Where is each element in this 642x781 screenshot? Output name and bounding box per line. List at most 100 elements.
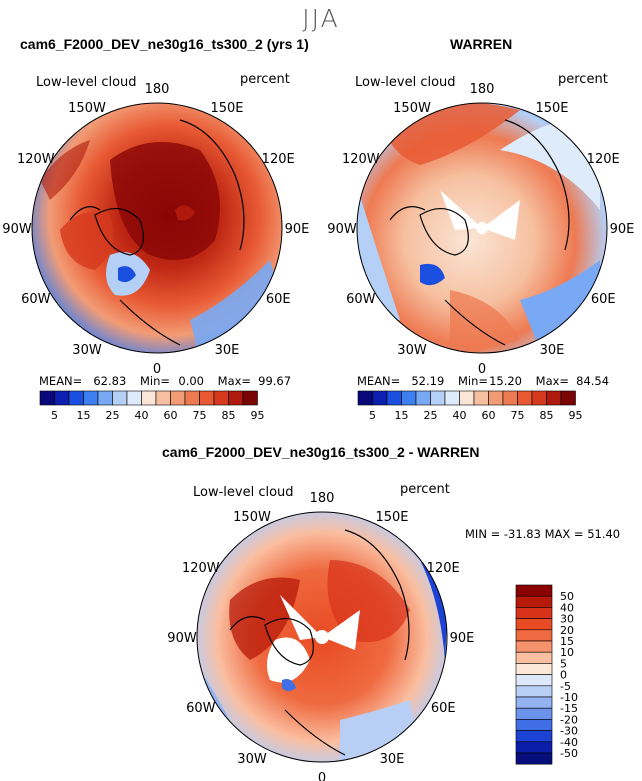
colorbar-swatch [515, 629, 553, 642]
map2-lon-label: 150W [393, 101, 431, 116]
map1-colorbar: 5 15 25 40 60 75 85 95 [39, 390, 265, 422]
map3-title: cam6_F2000_DEV_ne30g16_ts300_2 - WARREN [162, 444, 480, 460]
map3-lon-label: 180 [310, 491, 335, 506]
map2-title: WARREN [450, 36, 513, 52]
colorbar-tick-label: 15 [77, 409, 91, 422]
map3-lon-label: 90E [450, 631, 475, 646]
colorbar-swatch [199, 390, 215, 406]
colorbar-tick-label: 20 [560, 624, 574, 637]
colorbar-tick-label: 5 [560, 657, 567, 670]
map3-field-label: Low-level cloud [193, 485, 294, 500]
colorbar-tick-label: 5 [369, 409, 376, 422]
map1-lon-label: 30E [215, 343, 240, 358]
colorbar-swatch [83, 390, 99, 406]
colorbar-tick-label: -15 [560, 702, 578, 715]
colorbar-tick-label: 5 [51, 409, 58, 422]
colorbar-tick-label: 0 [560, 669, 567, 682]
map1-lon-label: 90E [285, 222, 310, 237]
colorbar-swatch [515, 595, 553, 608]
colorbar-swatch [386, 390, 402, 406]
colorbar-tick-label: -5 [560, 680, 571, 693]
colorbar-swatch [372, 390, 388, 406]
colorbar-swatch [155, 390, 171, 406]
colorbar-swatch [515, 719, 553, 731]
figure-title: JJA [302, 4, 340, 33]
map3-units-label: percent [400, 482, 450, 497]
colorbar-swatch [515, 607, 553, 619]
colorbar-tick-label: -10 [560, 691, 578, 704]
colorbar-swatch [430, 390, 446, 406]
colorbar-swatch [517, 390, 533, 406]
colorbar-swatch [112, 390, 128, 406]
map3-lon-label: 150E [375, 510, 408, 525]
colorbar-swatch [515, 707, 553, 720]
colorbar-tick-label: 50 [560, 590, 574, 603]
colorbar-swatch [54, 390, 70, 406]
colorbar-swatch [357, 390, 373, 406]
map1-lon-label: 60W [21, 292, 51, 307]
map3-minmax: MIN = -31.83 MAX = 51.40 [465, 527, 621, 541]
colorbar-swatch [502, 390, 518, 406]
colorbar-tick-label: -50 [560, 747, 578, 760]
colorbar-swatch [515, 741, 553, 754]
map2-lon-label: 90E [610, 222, 635, 237]
colorbar-swatch [560, 390, 576, 406]
colorbar-swatch [515, 696, 553, 709]
map2-lon-label: 60W [346, 292, 376, 307]
colorbar-tick-label: 60 [164, 409, 178, 422]
colorbar-tick-label: 95 [251, 409, 265, 422]
map3-lon-label: 30E [380, 752, 405, 767]
colorbar-tick-label: 60 [482, 409, 496, 422]
colorbar-tick-label: 75 [193, 409, 207, 422]
map3-lon-label: 150W [233, 510, 271, 525]
colorbar-swatch [213, 390, 229, 406]
colorbar-swatch [488, 390, 504, 406]
colorbar-swatch [515, 584, 553, 597]
colorbar-swatch [39, 390, 55, 406]
colorbar-tick-label: 30 [560, 613, 574, 626]
colorbar-swatch [184, 390, 200, 406]
map1-lon-label: 150W [68, 101, 106, 116]
colorbar-swatch [531, 390, 547, 406]
colorbar-swatch [546, 390, 562, 406]
map1-lon-label: 120E [262, 152, 295, 167]
map1-lon-label: 120W [17, 152, 55, 167]
map1-lon-label: 90W [2, 222, 32, 237]
map2-colorbar: 5 15 25 40 60 75 85 95 [357, 390, 583, 422]
colorbar-swatch [242, 390, 258, 406]
colorbar-tick-label: 95 [569, 409, 583, 422]
colorbar-tick-label: 75 [511, 409, 525, 422]
map2-lon-label: 120W [342, 152, 380, 167]
colorbar-swatch [401, 390, 417, 406]
map3-lon-label: 120E [427, 561, 460, 576]
colorbar-swatch [515, 640, 553, 653]
map3-lon-label: 60W [186, 701, 216, 716]
map1-polar-plot [31, 102, 283, 354]
colorbar-swatch [515, 674, 553, 687]
map2-field-label: Low-level cloud [355, 75, 456, 90]
colorbar-swatch [170, 390, 186, 406]
colorbar-swatch [515, 752, 553, 765]
map2-lon-label: 120E [587, 152, 620, 167]
map3-lon-label: 60E [431, 701, 456, 716]
map2-polar-plot [356, 102, 608, 354]
map2-lon-label: 0 [478, 362, 486, 377]
map2-lon-label: 150E [535, 101, 568, 116]
colorbar-swatch [473, 390, 489, 406]
colorbar-tick-label: 15 [395, 409, 409, 422]
colorbar-swatch [444, 390, 460, 406]
colorbar-tick-label: 40 [453, 409, 467, 422]
colorbar-swatch [515, 651, 553, 664]
map2-lon-label: 90W [327, 222, 357, 237]
colorbar-tick-label: 40 [560, 601, 574, 614]
map1-units-label: percent [240, 72, 290, 87]
map2-stats: MEAN= 52.19 Min=15.20 Max= 84.54 [357, 374, 610, 388]
map3-lon-label: 30W [237, 752, 267, 767]
colorbar-swatch [459, 390, 475, 406]
colorbar-tick-label: 85 [540, 409, 554, 422]
colorbar-tick-label: 25 [424, 409, 438, 422]
colorbar-swatch [515, 730, 553, 743]
map2-lon-label: 60E [591, 292, 616, 307]
colorbar-tick-label: -20 [560, 713, 578, 726]
